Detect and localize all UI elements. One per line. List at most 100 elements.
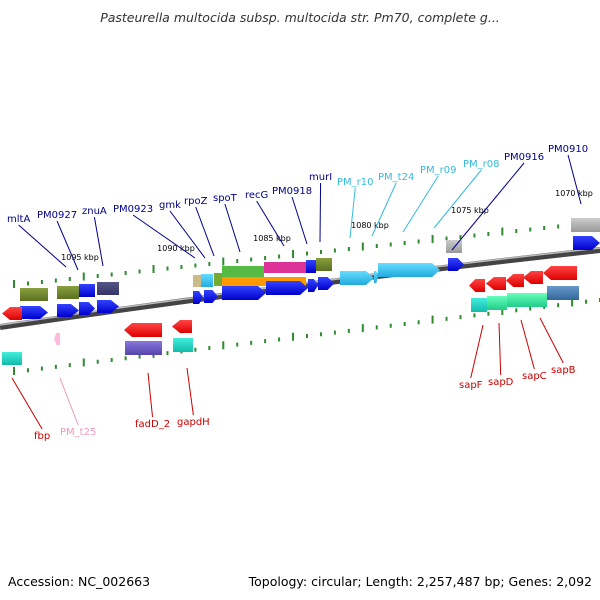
gene-block <box>222 266 264 277</box>
gene-arrow <box>193 291 203 304</box>
tick-mark <box>222 341 225 350</box>
gene-leader-line <box>56 220 79 271</box>
tick-mark <box>82 272 85 281</box>
tick-mark <box>138 354 141 359</box>
gene-arrow <box>318 277 334 290</box>
topology-label: Topology: circular; Length: 2,257,487 bp… <box>248 574 592 589</box>
tick-mark <box>68 363 71 368</box>
tick-mark <box>389 242 392 247</box>
gene-leader-line <box>224 203 241 253</box>
tick-mark <box>501 307 504 315</box>
gene-block <box>57 286 79 299</box>
gene-label: PM_r10 <box>337 177 374 188</box>
tick-mark <box>264 256 267 260</box>
gene-arrow <box>2 307 22 320</box>
gene-arrow <box>374 271 378 283</box>
tick-mark <box>292 250 295 258</box>
gene-arrow <box>172 320 192 333</box>
gene-leader-line <box>59 377 79 426</box>
tick-mark <box>26 368 29 373</box>
tick-mark <box>40 366 43 371</box>
gene-block <box>222 277 306 286</box>
gene-labels: mltA PM0927 znuA PM0923 gmk rpoZ spoT recG PM091… <box>7 144 588 442</box>
gene-label: gmk <box>159 200 181 211</box>
gene-leader-line <box>186 367 194 416</box>
tick-mark <box>361 242 364 251</box>
gene-block <box>2 352 22 365</box>
tick-mark <box>403 241 406 245</box>
gene-arrow <box>340 271 374 285</box>
gene-leader-line <box>520 319 535 370</box>
gene-arrow <box>204 290 218 303</box>
gene-leader-line <box>470 324 484 379</box>
gene-label: recG <box>245 190 268 201</box>
tick-mark <box>319 332 322 337</box>
tick-mark <box>166 351 169 356</box>
accession-label: Accession: NC_002663 <box>8 574 150 589</box>
gene-label-leaders <box>11 154 582 430</box>
gene-arrow <box>20 306 48 319</box>
gene-leader-line <box>11 377 43 430</box>
gene-arrow <box>523 271 543 284</box>
tick-mark <box>13 367 15 375</box>
gene-block <box>214 273 222 286</box>
tick-mark <box>54 278 57 283</box>
tick-mark <box>96 274 99 278</box>
tick-mark <box>194 263 197 268</box>
tick-mark <box>208 262 211 266</box>
tick-mark <box>152 265 155 273</box>
gene-leader-line <box>567 154 582 205</box>
tick-mark <box>319 250 322 254</box>
gene-leader-line <box>132 214 196 259</box>
tick-mark <box>236 259 239 263</box>
gene-block <box>173 338 193 352</box>
kbp-label: 1070 kbp <box>555 189 593 198</box>
gene-label: PM_t25 <box>60 427 96 438</box>
tick-mark <box>571 298 574 307</box>
tick-mark <box>110 358 113 362</box>
gene-leader-line <box>539 317 564 364</box>
tick-mark <box>236 342 239 347</box>
gene-leader-line <box>349 187 356 239</box>
gene-label: PM0916 <box>504 152 544 163</box>
tick-mark <box>306 334 308 338</box>
tick-mark <box>487 311 490 316</box>
gene-block <box>79 284 95 297</box>
gene-block <box>264 262 306 273</box>
gene-block <box>125 341 162 355</box>
gene-leader-line <box>371 182 397 237</box>
gene-arrow <box>266 281 308 295</box>
tick-mark <box>403 322 406 326</box>
gene-arrow <box>506 274 524 287</box>
tick-mark <box>278 254 281 259</box>
tick-mark <box>417 320 420 325</box>
tick-mark <box>222 257 225 266</box>
gene-leader-line <box>319 182 322 243</box>
gene-features <box>2 218 600 365</box>
gene-leader-line <box>147 372 154 418</box>
gene-label: znuA <box>82 206 107 217</box>
tick-mark <box>515 308 518 313</box>
tick-mark <box>375 325 378 330</box>
tick-mark <box>13 280 15 288</box>
tick-mark <box>473 313 476 318</box>
gene-leader-line <box>18 224 67 268</box>
gene-leader-line <box>433 169 482 229</box>
gene-label: sapC <box>522 371 547 382</box>
tick-mark <box>278 337 281 342</box>
gene-leader-line <box>195 206 215 257</box>
kbp-label: 1085 kbp <box>253 234 291 243</box>
tick-mark <box>557 224 560 229</box>
kbp-label: 1095 kbp <box>61 253 99 262</box>
kbp-label: 1075 kbp <box>451 206 489 215</box>
kbp-label: 1080 kbp <box>351 221 389 230</box>
gene-leader-line <box>451 162 525 251</box>
gene-block <box>507 293 547 307</box>
tick-mark <box>431 235 434 243</box>
gene-label: fadD_2 <box>135 419 170 430</box>
tick-mark <box>264 339 267 344</box>
gene-arrow <box>97 300 119 313</box>
gene-block <box>571 218 600 232</box>
tick-mark <box>306 251 308 256</box>
